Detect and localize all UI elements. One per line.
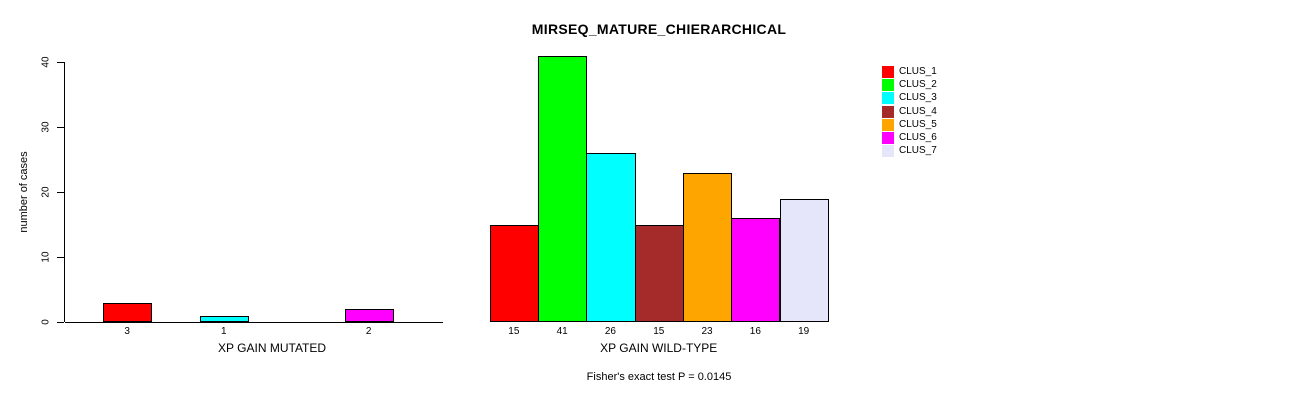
bar-value-label: 1	[220, 326, 227, 337]
y-axis-tick	[57, 126, 64, 128]
bar-clus_7	[779, 198, 829, 322]
y-axis-tick	[57, 256, 64, 258]
bar-clus_5	[682, 172, 733, 322]
legend-swatch	[882, 105, 894, 118]
legend-swatch	[882, 145, 894, 158]
legend-item-label: CLUS_5	[899, 118, 937, 130]
bar-value-label: 15	[508, 326, 520, 337]
bar-value-label: 41	[556, 326, 568, 337]
fisher-test-footnote: Fisher's exact test P = 0.0145	[586, 371, 732, 383]
y-axis-tick-label: 20	[40, 186, 52, 198]
legend-item: CLUS_2	[882, 79, 972, 92]
legend-item-label: CLUS_7	[899, 145, 937, 157]
bar-clus_3	[586, 153, 636, 322]
legend-swatch	[882, 118, 894, 131]
y-axis-tick	[57, 61, 64, 63]
bar-value-label: 3	[124, 326, 130, 337]
bar-value-label: 15	[653, 326, 665, 337]
bar-clus_4	[634, 224, 684, 322]
legend-item: CLUS_5	[882, 118, 972, 131]
bar-value-label: 19	[798, 326, 810, 337]
bar-value-label: 2	[365, 326, 372, 337]
legend-item: CLUS_1	[882, 66, 972, 78]
bar-clus_6	[731, 218, 781, 322]
legend-item-label: CLUS_6	[899, 132, 937, 143]
legend-item: CLUS_6	[882, 132, 972, 144]
bar-clus_1	[103, 302, 153, 322]
legend-item-label: CLUS_3	[899, 92, 937, 104]
chart-title: MIRSEQ_MATURE_CHIERARCHICAL	[531, 21, 787, 37]
legend-swatch	[882, 66, 894, 78]
legend-swatch	[882, 79, 894, 92]
bar-clus_6	[344, 309, 394, 322]
y-axis-tick-label: 40	[40, 56, 52, 68]
y-axis-tick-label: 0	[40, 319, 52, 325]
y-axis-tick	[57, 191, 64, 193]
y-axis-label: number of cases	[18, 151, 30, 233]
x-axis-line	[65, 321, 443, 323]
legend-item-label: CLUS_2	[899, 79, 937, 91]
bar-clus_1	[489, 224, 539, 322]
legend-item-label: CLUS_1	[899, 66, 937, 77]
y-axis-tick-label: 10	[40, 251, 52, 263]
legend-swatch	[882, 132, 894, 144]
x-axis-group-label: XP GAIN MUTATED	[218, 341, 327, 355]
legend-item: CLUS_7	[882, 145, 972, 158]
bar-clus_2	[538, 55, 588, 322]
bar-value-label: 16	[749, 326, 761, 337]
bar-value-label: 23	[701, 326, 713, 337]
legend-item-label: CLUS_4	[899, 105, 937, 117]
y-axis-line	[64, 62, 65, 322]
bar-value-label: 26	[604, 326, 616, 337]
x-axis-group-label: XP GAIN WILD-TYPE	[600, 341, 718, 355]
legend-item: CLUS_4	[882, 105, 972, 118]
y-axis-tick	[57, 321, 64, 323]
bar-clus_3	[199, 315, 249, 322]
legend-swatch	[882, 92, 894, 105]
y-axis-tick-label: 30	[40, 121, 52, 133]
legend-item: CLUS_3	[882, 92, 972, 105]
